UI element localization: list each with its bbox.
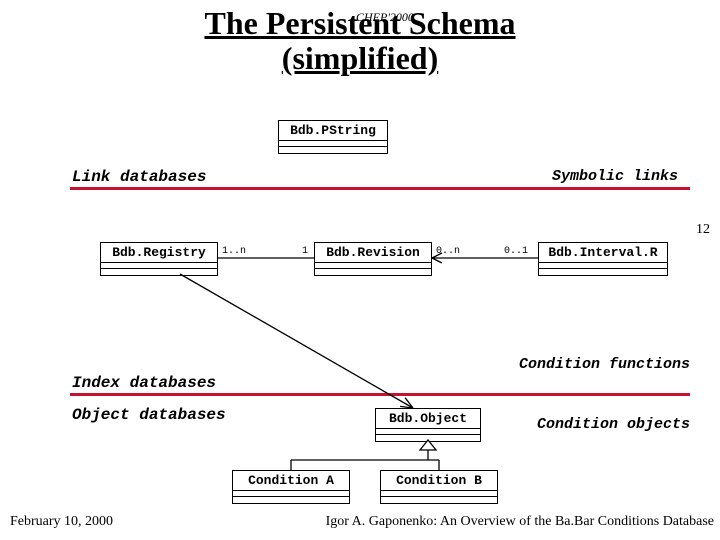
- mult-reg-rev-left: 1..n: [222, 246, 246, 257]
- page-number: 12: [696, 222, 710, 238]
- mult-rev-int-left: 0..n: [436, 246, 460, 257]
- chep-label: CHEP'2000: [356, 10, 414, 25]
- uml-bot: [376, 435, 480, 441]
- note-condition-objects: Condition objects: [537, 416, 690, 433]
- uml-box-revision: Bdb.Revision: [314, 242, 432, 276]
- uml-bot: [233, 497, 349, 503]
- mult-rev-int-right: 0..1: [504, 246, 528, 257]
- uml-bot: [315, 269, 431, 275]
- uml-name-intervalr: Bdb.Interval.R: [539, 243, 667, 263]
- uml-bot: [279, 147, 387, 153]
- uml-name-cond-a: Condition A: [233, 471, 349, 491]
- uml-name-object: Bdb.Object: [376, 409, 480, 429]
- uml-name-cond-b: Condition B: [381, 471, 497, 491]
- uml-name-revision: Bdb.Revision: [315, 243, 431, 263]
- section-link-db: Link databases: [72, 168, 206, 186]
- uml-name-pstring: Bdb.PString: [279, 121, 387, 141]
- section-index-db: Index databases: [72, 374, 216, 392]
- note-symbolic-links: Symbolic links: [552, 168, 678, 185]
- uml-bot: [539, 269, 667, 275]
- uml-bot: [381, 497, 497, 503]
- divider-link: [70, 186, 690, 190]
- title-line2: (simplified): [282, 40, 438, 76]
- note-condition-functions: Condition functions: [519, 356, 690, 373]
- uml-box-registry: Bdb.Registry: [100, 242, 218, 276]
- mult-reg-rev-right: 1: [302, 246, 308, 257]
- uml-box-pstring: Bdb.PString: [278, 120, 388, 154]
- uml-box-intervalr: Bdb.Interval.R: [538, 242, 668, 276]
- uml-box-cond-a: Condition A: [232, 470, 350, 504]
- footer-attribution: Igor A. Gaponenko: An Overview of the Ba…: [326, 514, 714, 530]
- uml-bot: [101, 269, 217, 275]
- uml-name-registry: Bdb.Registry: [101, 243, 217, 263]
- uml-box-cond-b: Condition B: [380, 470, 498, 504]
- divider-index: [70, 392, 690, 396]
- uml-box-object: Bdb.Object: [375, 408, 481, 442]
- section-object-db: Object databases: [72, 406, 226, 424]
- footer-date: February 10, 2000: [10, 514, 113, 530]
